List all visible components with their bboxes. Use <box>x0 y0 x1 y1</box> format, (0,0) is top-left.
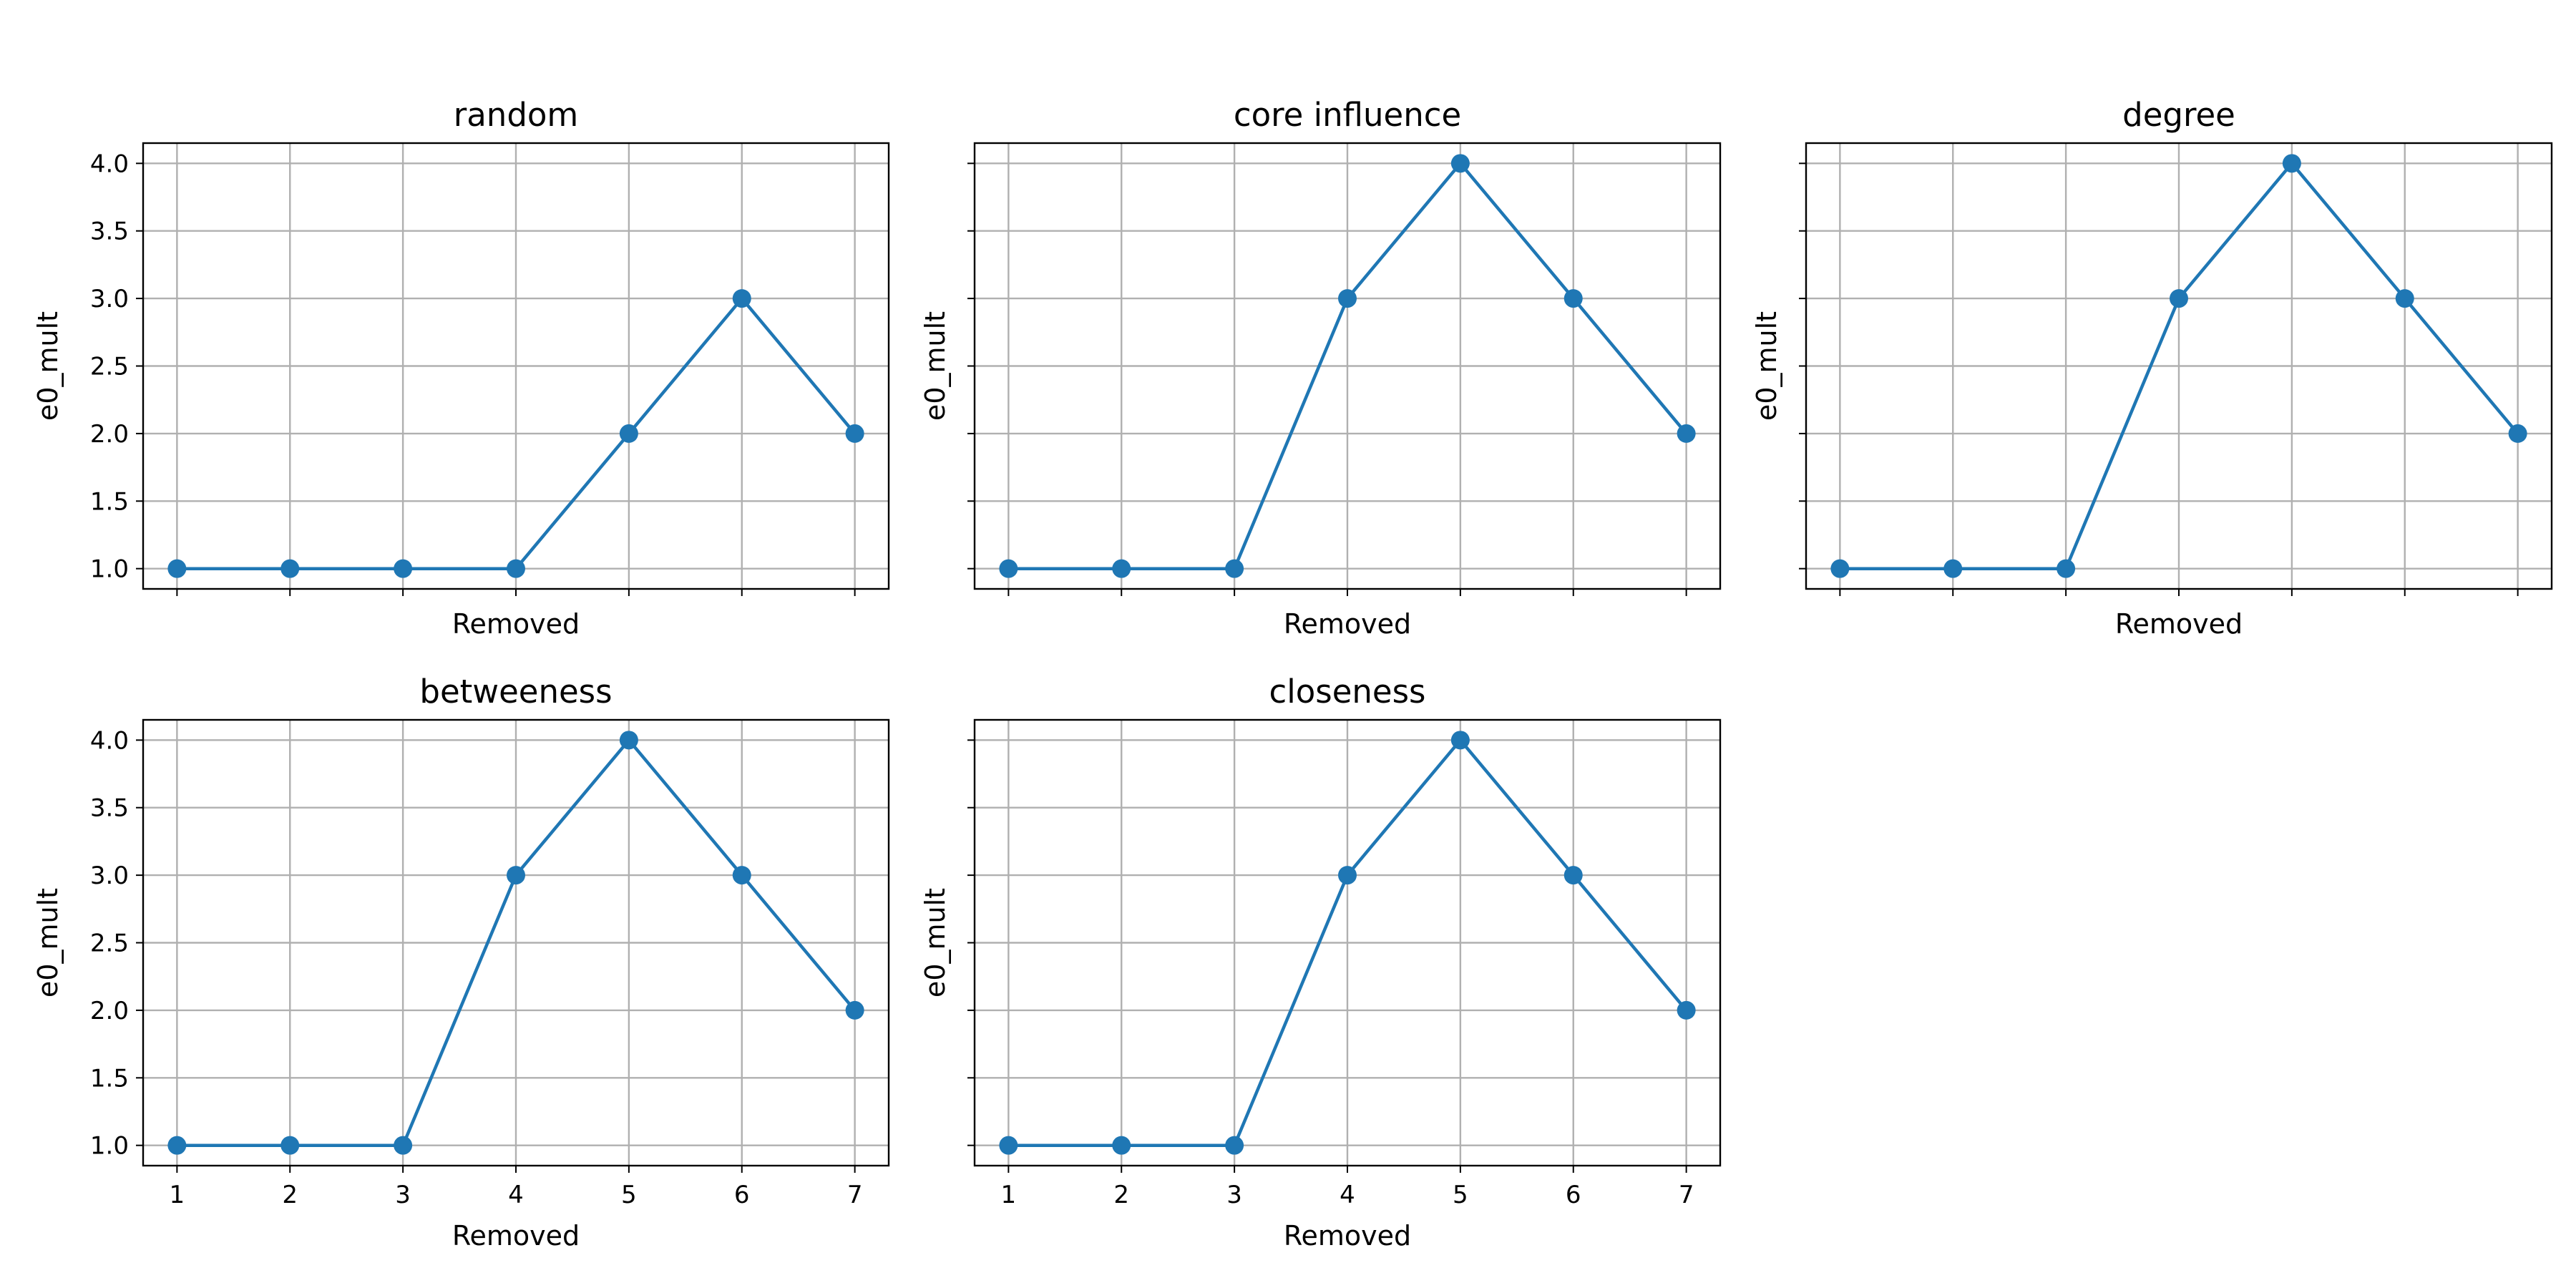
y-tick-label: 1.0 <box>90 555 129 584</box>
x-tick-label: 2 <box>282 1181 298 1209</box>
data-point <box>167 559 187 578</box>
x-tick-label: 4 <box>1340 1181 1355 1209</box>
y-tick-label: 2.0 <box>90 420 129 449</box>
data-point <box>1450 154 1470 173</box>
data-point <box>845 1000 864 1020</box>
subplot-title: betweeness <box>419 673 612 711</box>
x-tick-label: 6 <box>1566 1181 1581 1209</box>
data-point <box>1338 866 1357 885</box>
subplot-title: random <box>454 96 579 134</box>
x-tick-label: 1 <box>170 1181 185 1209</box>
data-point <box>1677 1000 1696 1020</box>
x-axis-label: Removed <box>452 1220 580 1252</box>
data-point <box>280 1136 300 1155</box>
x-axis-label: Removed <box>1284 608 1411 640</box>
data-point <box>1830 559 1850 578</box>
y-tick-label: 2.5 <box>90 930 129 958</box>
axes-frame <box>973 718 1722 1167</box>
axes-frame <box>142 142 890 590</box>
data-point <box>394 559 413 578</box>
data-point <box>167 1136 187 1155</box>
y-tick-label: 3.0 <box>90 285 129 313</box>
data-point <box>2170 289 2188 308</box>
subplot-degree: degree Removed e0_mult <box>1751 96 2553 640</box>
data-point <box>2508 424 2527 443</box>
subplot-core-influence: core influence Removed e0_mult <box>919 96 1722 640</box>
data-point <box>2395 289 2414 308</box>
y-tick-label: 1.5 <box>90 487 129 516</box>
x-tick-label: 5 <box>621 1181 637 1209</box>
axes-frame <box>142 718 890 1167</box>
data-point <box>394 1136 413 1155</box>
data-point <box>732 866 751 885</box>
data-point <box>732 289 751 308</box>
y-axis-label: e0_mult <box>32 311 64 421</box>
data-point <box>280 559 300 578</box>
y-tick-label: 3.0 <box>90 862 129 890</box>
y-axis-label: e0_mult <box>32 888 64 997</box>
y-tick-label: 2.5 <box>90 353 129 381</box>
subplot-title: degree <box>2122 96 2235 134</box>
x-tick-label: 1 <box>1001 1181 1017 1209</box>
axes-frame <box>973 142 1722 590</box>
data-point <box>2282 154 2301 173</box>
data-point <box>619 731 638 750</box>
x-axis-label: Removed <box>452 608 580 640</box>
data-point <box>507 866 525 885</box>
data-point <box>1112 1136 1131 1155</box>
y-axis-label: e0_mult <box>1751 311 1782 421</box>
subplot-title: closeness <box>1269 673 1425 711</box>
axes-frame <box>1805 142 2553 590</box>
y-tick-label: 1.5 <box>90 1064 129 1093</box>
y-tick-label: 4.0 <box>90 726 129 755</box>
x-tick-label: 2 <box>1113 1181 1129 1209</box>
y-tick-label: 3.5 <box>90 218 129 246</box>
data-point <box>1943 559 1963 578</box>
subplot-title: core influence <box>1234 96 1461 134</box>
data-point <box>1450 731 1470 750</box>
x-axis-label: Removed <box>2115 608 2243 640</box>
data-point <box>1225 1136 1244 1155</box>
subplot-betweeness: 1 2 3 4 5 6 7 1.0 1.5 2.0 2.5 3.0 3.5 4.0 betweeness Re… <box>32 673 890 1252</box>
y-axis-label: e0_mult <box>919 311 951 421</box>
subplot-random: 1.0 1.5 2.0 2.5 3.0 3.5 4.0 random Removed e0_mul… <box>32 96 890 640</box>
x-tick-label: 3 <box>395 1181 411 1209</box>
data-point <box>507 559 525 578</box>
x-tick-label: 4 <box>508 1181 524 1209</box>
subplot-closeness: 1 2 3 4 5 6 7 closeness Removed e0_mult <box>919 673 1722 1252</box>
data-point <box>1677 424 1696 443</box>
x-tick-label: 5 <box>1453 1181 1468 1209</box>
x-axis-label: Removed <box>1284 1220 1411 1252</box>
x-tick-label: 6 <box>734 1181 750 1209</box>
data-point <box>845 424 864 443</box>
x-tick-label: 3 <box>1226 1181 1242 1209</box>
data-point <box>999 559 1018 578</box>
data-point <box>1563 289 1583 308</box>
y-tick-label: 1.0 <box>90 1132 129 1161</box>
x-tick-label: 7 <box>1679 1181 1694 1209</box>
y-tick-label: 3.5 <box>90 794 129 823</box>
data-point <box>619 424 638 443</box>
y-tick-label: 2.0 <box>90 997 129 1025</box>
data-point <box>1112 559 1131 578</box>
data-point <box>1338 289 1357 308</box>
data-point <box>1225 559 1244 578</box>
y-tick-label: 4.0 <box>90 150 129 178</box>
y-axis-label: e0_mult <box>919 888 951 997</box>
data-point <box>999 1136 1018 1155</box>
data-point <box>1563 866 1583 885</box>
data-point <box>2057 559 2076 578</box>
x-tick-label: 7 <box>847 1181 863 1209</box>
